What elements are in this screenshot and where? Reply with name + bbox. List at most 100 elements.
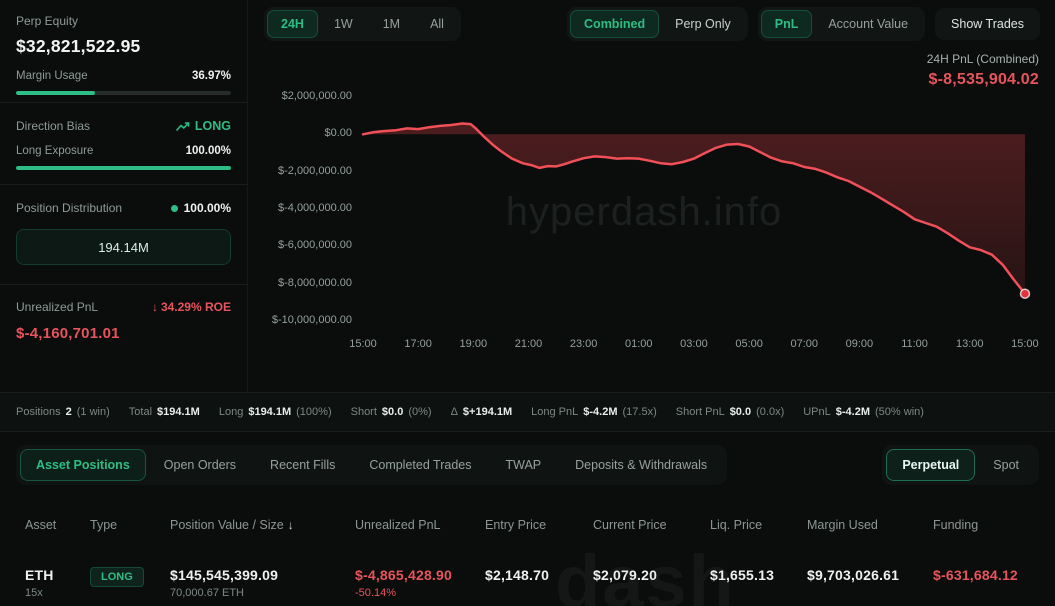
tab-spot[interactable]: Spot: [993, 457, 1019, 472]
direction-bias-label: Direction Bias: [16, 119, 91, 133]
position-distribution-section: Position Distribution 100.00% 194.14M: [0, 184, 247, 284]
stat-total: Total $194.1M: [129, 406, 200, 418]
pnl-area-fill: [363, 123, 1025, 294]
header-liq-price[interactable]: Liq. Price: [710, 518, 763, 532]
tab-perp-only[interactable]: Perp Only: [675, 17, 731, 31]
metric-tab-group: PnL Account Value: [757, 7, 926, 41]
header-type[interactable]: Type: [90, 518, 118, 532]
arrow-down-icon: ↓: [151, 300, 158, 314]
last-point-dot: [1019, 288, 1031, 299]
table-header-row: Asset Type Position Value / Size ↓ Unreal…: [0, 497, 1055, 553]
pnl-summary: 24H PnL (Combined) $-8,535,904.02: [927, 52, 1039, 89]
x-axis-label: 17:00: [404, 338, 432, 350]
x-axis-label: 15:00: [349, 338, 377, 350]
position-distribution-label: Position Distribution: [16, 201, 123, 215]
chart-toolbar: 24H 1W 1M All Combined Perp Only PnL Acc…: [264, 7, 1040, 41]
positions-stats-bar: Positions 2 (1 win) Total $194.1M Long $…: [0, 392, 1055, 432]
pnl-summary-value: $-8,535,904.02: [928, 71, 1039, 88]
tab-1w[interactable]: 1W: [333, 17, 353, 31]
y-axis-label: $-8,000,000.00: [277, 276, 352, 289]
stat-extra: (50% win): [875, 406, 924, 418]
header-asset[interactable]: Asset: [25, 518, 57, 532]
tab-perpetual[interactable]: Perpetual: [886, 448, 976, 481]
table-row[interactable]: ETH 15x LONG $145,545,399.09 70,000.67 E…: [0, 553, 1055, 599]
stat-value: 2: [65, 406, 72, 418]
unrealized-pnl-label: Unrealized PnL: [16, 300, 99, 314]
tab-twap[interactable]: TWAP: [505, 457, 542, 472]
tab-1m[interactable]: 1M: [382, 17, 401, 31]
tab-pnl[interactable]: PnL: [760, 10, 813, 38]
delta-icon: Δ: [450, 406, 458, 418]
long-exposure-bar: [16, 166, 231, 170]
stat-extra: (100%): [296, 406, 332, 418]
stat-value: $194.1M: [248, 406, 292, 418]
roe-value: ↓ 34.29% ROE: [152, 300, 231, 314]
trending-up-icon: [176, 121, 190, 131]
y-axis-label: $0.00: [324, 127, 352, 140]
cell-liq-price: $1,655.13: [710, 567, 775, 583]
header-unrealized-pnl[interactable]: Unrealized PnL: [355, 518, 441, 532]
margin-usage-value: 36.97%: [191, 70, 231, 82]
stat-positions: Positions 2 (1 win): [16, 406, 110, 418]
pnl-chart-panel: 24H 1W 1M All Combined Perp Only PnL Acc…: [248, 0, 1055, 392]
asset-positions-table: dash Asset Type Position Value / Size ↓ U…: [0, 497, 1055, 606]
stat-value: $-4.2M: [835, 406, 871, 418]
positions-tabs-row: Asset Positions Open Orders Recent Fills…: [0, 432, 1055, 497]
tab-all[interactable]: All: [430, 17, 444, 31]
x-axis-label: 15:00: [1011, 338, 1039, 350]
unrealized-pnl-section: Unrealized PnL ↓ 34.29% ROE $-4,160,701.…: [0, 284, 247, 392]
cell-funding: $-631,684.12: [933, 567, 1018, 583]
stat-long: Long $194.1M (100%): [219, 406, 332, 418]
cell-current-price: $2,079.20: [593, 567, 658, 583]
x-axis-label: 09:00: [845, 338, 874, 350]
pnl-summary-label: 24H PnL (Combined): [926, 52, 1039, 66]
tab-combined[interactable]: Combined: [570, 10, 660, 38]
header-entry-price[interactable]: Entry Price: [485, 518, 547, 532]
x-axis-label: 05:00: [735, 338, 763, 350]
x-axis-label: 03:00: [680, 338, 708, 350]
margin-usage-bar-fill: [16, 91, 96, 95]
show-trades-button[interactable]: Show Trades: [935, 8, 1040, 40]
tab-24h[interactable]: 24H: [267, 10, 318, 38]
stat-extra: (1 win): [76, 406, 110, 418]
stat-delta: Δ $+194.1M: [451, 406, 513, 418]
direction-bias-value: LONG: [176, 119, 231, 133]
cell-asset: ETH 15x: [25, 567, 90, 599]
header-funding[interactable]: Funding: [933, 518, 979, 532]
stat-extra: (17.5x): [622, 406, 657, 418]
y-axis-label: $2,000,000.00: [281, 90, 352, 102]
x-axis-label: 21:00: [514, 338, 543, 350]
margin-usage-bar: [16, 91, 231, 95]
stat-label: UPnL: [803, 406, 831, 418]
tab-account-value[interactable]: Account Value: [828, 17, 909, 31]
x-axis-label: 19:00: [459, 338, 488, 350]
stat-label: Long: [218, 406, 244, 418]
header-position-value[interactable]: Position Value / Size ↓: [170, 518, 294, 532]
tab-open-orders[interactable]: Open Orders: [163, 457, 237, 472]
tab-completed-trades[interactable]: Completed Trades: [369, 457, 472, 472]
stat-value: $+194.1M: [462, 406, 513, 418]
stat-label: Total: [128, 406, 153, 418]
cell-entry-price: $2,148.70: [485, 567, 550, 583]
stat-label: Long PnL: [531, 406, 579, 418]
direction-bias-section: Direction Bias LONG Long Exposure 100.00…: [0, 102, 247, 184]
roe-text: 34.29% ROE: [160, 300, 231, 314]
stat-value: $-4.2M: [583, 406, 618, 418]
stat-extra: (0%): [408, 406, 432, 418]
account-summary-sidebar: Perp Equity $32,821,522.95 Margin Usage …: [0, 0, 248, 392]
header-margin-used[interactable]: Margin Used: [807, 518, 878, 532]
tab-recent-fills[interactable]: Recent Fills: [270, 457, 336, 472]
position-size-button[interactable]: 194.14M: [16, 229, 231, 265]
perp-equity-section: Perp Equity $32,821,522.95 Margin Usage …: [0, 0, 247, 102]
stat-label: Short: [350, 406, 377, 418]
header-current-price[interactable]: Current Price: [593, 518, 667, 532]
positions-tab-group: Asset Positions Open Orders Recent Fills…: [16, 444, 728, 485]
perp-equity-label: Perp Equity: [16, 14, 79, 28]
position-distribution-value: 100.00%: [170, 201, 231, 215]
x-axis-label: 11:00: [901, 338, 928, 350]
tab-deposits-withdrawals[interactable]: Deposits & Withdrawals: [575, 457, 708, 472]
x-axis-label: 01:00: [625, 338, 653, 350]
cell-position-value: $145,545,399.09 70,000.67 ETH: [170, 567, 279, 599]
tab-asset-positions[interactable]: Asset Positions: [20, 448, 146, 481]
y-axis-label: $-6,000,000.00: [277, 239, 352, 252]
